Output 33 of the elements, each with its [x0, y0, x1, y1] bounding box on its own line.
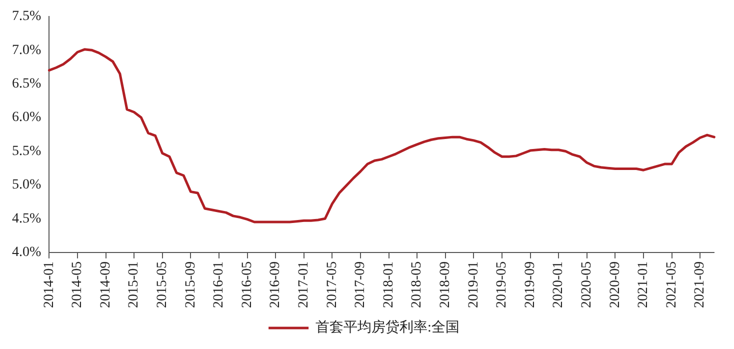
x-tick-label: 2019-01 — [466, 261, 482, 308]
x-tick-label: 2021-09 — [692, 261, 708, 308]
x-tick-label: 2016-01 — [212, 261, 227, 308]
y-tick-label: 6.0% — [12, 110, 42, 126]
x-tick-label: 2015-05 — [155, 261, 170, 308]
x-tick-label: 2014-01 — [42, 261, 57, 308]
x-tick-label: 2017-01 — [296, 261, 312, 308]
x-tick-label: 2016-09 — [268, 261, 284, 308]
y-tick-label: 4.5% — [12, 211, 42, 226]
x-tick-label: 2015-01 — [126, 261, 142, 308]
x-tick-label: 2017-09 — [353, 261, 368, 308]
y-tick-label: 6.5% — [12, 76, 42, 92]
y-tick-label: 5.0% — [12, 178, 42, 193]
x-tick-label: 2020-05 — [580, 261, 595, 308]
x-tick-label: 2021-01 — [636, 261, 652, 308]
x-tick-label: 2016-05 — [240, 261, 255, 308]
x-tick-label: 2018-05 — [410, 261, 425, 308]
x-tick-label: 2019-05 — [494, 261, 510, 308]
x-tick-label: 2018-01 — [381, 261, 396, 308]
y-tick-label: 4.0% — [12, 245, 42, 260]
x-tick-label: 2017-05 — [324, 261, 340, 308]
x-tick-label: 2018-09 — [438, 261, 454, 308]
x-tick-label: 2020-01 — [551, 261, 566, 308]
x-tick-label: 2019-09 — [522, 261, 538, 308]
y-tick-label: 7.0% — [12, 42, 42, 58]
x-tick-label: 2021-05 — [664, 261, 680, 308]
y-tick-label: 5.5% — [12, 144, 42, 159]
x-tick-label: 2015-09 — [183, 261, 198, 308]
x-tick-label: 2020-09 — [608, 261, 623, 308]
legend-label: 首套平均房贷利率:全国 — [316, 320, 460, 336]
x-tick-label: 2014-05 — [70, 261, 86, 308]
x-tick-label: 2014-09 — [98, 261, 114, 308]
y-tick-label: 7.5% — [12, 9, 42, 24]
